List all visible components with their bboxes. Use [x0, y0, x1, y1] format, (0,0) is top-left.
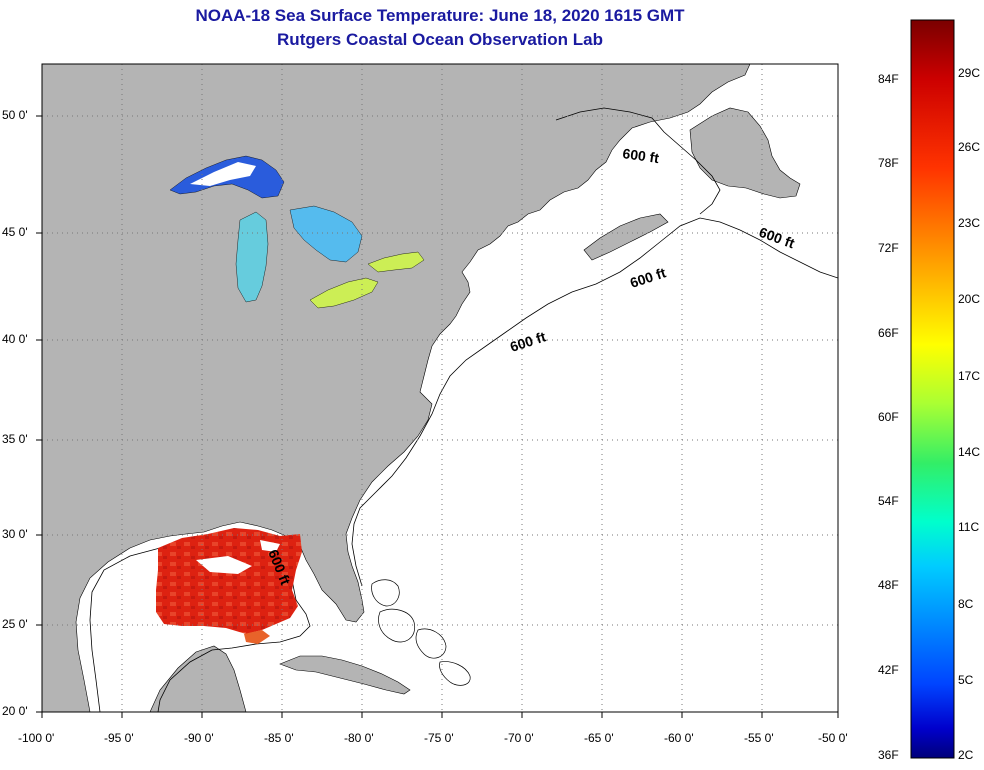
- land-cuba: [279, 655, 411, 695]
- plot-frame: [41, 63, 839, 713]
- colorbar-f-label: 54F: [878, 494, 899, 508]
- colorbar: [910, 19, 955, 759]
- colorbar-f-label: 48F: [878, 578, 899, 592]
- colorbar-c-label: 20C: [958, 292, 981, 306]
- colorbar-c-label: 26C: [958, 140, 981, 154]
- colorbar-f-label: 42F: [878, 663, 899, 677]
- sst-lake-erie: [309, 277, 379, 309]
- lat-label: 45 0': [2, 225, 28, 239]
- lat-label: 25 0': [2, 617, 28, 631]
- lat-label: 50 0': [2, 108, 28, 122]
- colorbar-f-label: 60F: [878, 410, 899, 424]
- bahamas-banks: [371, 579, 471, 686]
- lon-label: -65 0': [584, 731, 614, 745]
- sst-lake-ontario: [367, 251, 425, 273]
- lon-label: -55 0': [744, 731, 774, 745]
- sst-gulf-gaps: [196, 540, 280, 574]
- land-newfoundland: [689, 107, 801, 199]
- contour-600ft: [89, 107, 838, 712]
- colorbar-c-label: 23C: [958, 216, 981, 230]
- lon-label: -70 0': [504, 731, 534, 745]
- lon-label: -100 0': [18, 731, 55, 745]
- colorbar-f-label: 36F: [878, 748, 899, 762]
- colorbar-f-label: 72F: [878, 241, 899, 255]
- lon-label: -85 0': [264, 731, 294, 745]
- axis-ticks: [36, 115, 839, 718]
- lat-label: 35 0': [2, 432, 28, 446]
- land-nova-scotia: [583, 213, 669, 261]
- colorbar-f-label: 78F: [878, 156, 899, 170]
- colorbar-f-label: 84F: [878, 72, 899, 86]
- colorbar-c-label: 8C: [958, 597, 974, 611]
- colorbar-c-label: 11C: [958, 520, 980, 534]
- sst-lake-michigan: [235, 211, 269, 303]
- sst-gulf-south: [244, 630, 270, 644]
- lon-label: -50 0': [818, 731, 848, 745]
- colorbar-c-label: 14C: [958, 445, 981, 459]
- colorbar-f-label: 66F: [878, 326, 899, 340]
- colorbar-c-label: 29C: [958, 66, 981, 80]
- sst-lake-huron: [289, 205, 363, 263]
- lat-label: 40 0': [2, 332, 28, 346]
- map-subtitle: Rutgers Coastal Ocean Observation Lab: [277, 30, 603, 49]
- sst-gulf-of-mexico: [156, 528, 302, 634]
- lon-label: -75 0': [424, 731, 454, 745]
- contour-label: 600 ft: [622, 145, 661, 166]
- lat-label: 30 0': [2, 527, 28, 541]
- graticule: [42, 64, 838, 712]
- map-title: NOAA-18 Sea Surface Temperature: June 18…: [195, 6, 685, 25]
- land-yucatan: [42, 645, 247, 712]
- colorbar-c-label: 17C: [958, 369, 981, 383]
- lon-label: -95 0': [104, 731, 134, 745]
- sst-lake-superior-white: [190, 162, 256, 186]
- colorbar-c-label: 2C: [958, 748, 974, 762]
- lon-label: -90 0': [184, 731, 214, 745]
- lon-label: -60 0': [664, 731, 694, 745]
- lat-label: 20 0': [2, 704, 28, 718]
- colorbar-c-label: 5C: [958, 673, 974, 687]
- land-mass-north-america: [42, 64, 751, 712]
- lon-label: -80 0': [344, 731, 374, 745]
